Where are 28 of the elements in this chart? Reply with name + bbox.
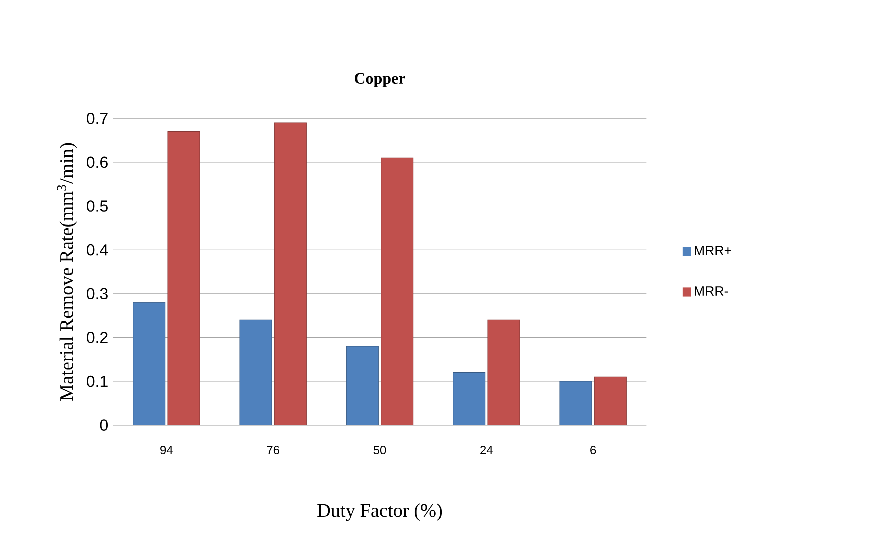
bar bbox=[168, 132, 200, 426]
legend-label: MRR- bbox=[695, 286, 728, 296]
y-tick-label: 0.3 bbox=[87, 288, 108, 300]
bar bbox=[381, 158, 414, 426]
y-tick-label: 0.1 bbox=[87, 376, 108, 388]
legend-label: MRR+ bbox=[695, 246, 732, 256]
bar bbox=[453, 372, 486, 426]
x-tick-label: 50 bbox=[374, 446, 386, 455]
bar bbox=[133, 302, 166, 426]
bar bbox=[240, 320, 272, 426]
bar bbox=[488, 320, 520, 426]
x-tick-label: 24 bbox=[480, 446, 493, 454]
y-axis-title: Material Remove Rate(mm$^{3}$/min) bbox=[57, 143, 78, 401]
bar bbox=[594, 376, 627, 426]
x-tick-label: 6 bbox=[590, 446, 596, 455]
y-tick-label: 0.6 bbox=[87, 156, 108, 168]
y-tick-label: 0.4 bbox=[87, 244, 108, 256]
y-tick-label: 0.2 bbox=[87, 332, 108, 344]
x-tick-label: 76 bbox=[267, 446, 280, 455]
bar bbox=[346, 346, 379, 426]
x-tick-label: 94 bbox=[160, 446, 173, 455]
y-tick-label: 0.7 bbox=[87, 113, 108, 124]
bar bbox=[560, 381, 592, 426]
y-tick-label: 0 bbox=[100, 420, 108, 431]
bar bbox=[274, 122, 307, 426]
x-axis-title: Duty Factor (%) bbox=[318, 504, 442, 522]
y-tick-label: 0.5 bbox=[87, 200, 108, 212]
chart-title: Copper bbox=[354, 73, 406, 88]
